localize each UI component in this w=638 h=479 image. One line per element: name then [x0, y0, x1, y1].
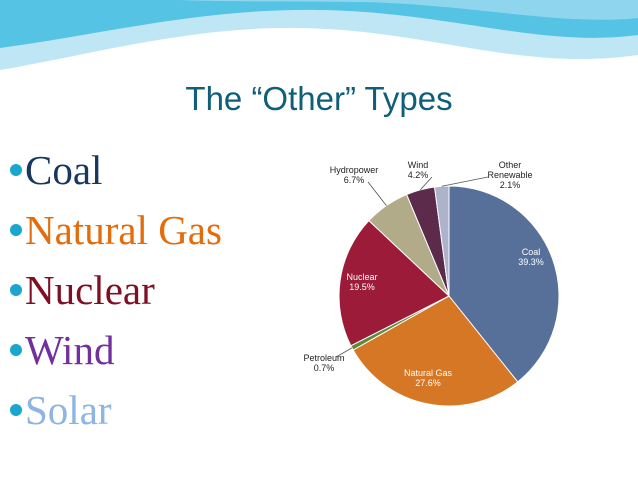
slice-label-coal: Coal 39.3% — [518, 247, 544, 267]
leader-line-hydropower — [367, 181, 387, 206]
bullet-item-nuclear: Nuclear — [10, 260, 222, 320]
pie-slice-other-renewable — [433, 185, 450, 297]
pie-slice-coal — [448, 185, 560, 383]
pie-slice-natural-gas — [352, 295, 519, 407]
slice-label-wind: Wind 4.2% — [408, 160, 429, 180]
slice-label-petroleum: Petroleum 0.7% — [303, 353, 344, 373]
bullet-label: Solar — [25, 387, 112, 433]
leader-line-other-renewable — [441, 176, 489, 187]
slice-label-natural-gas: Natural Gas 27.6% — [404, 368, 453, 388]
bullet-dot-icon — [10, 404, 22, 416]
bullet-label: Wind — [25, 327, 115, 373]
bullet-label: Natural Gas — [25, 207, 222, 253]
slice-label-nuclear: Nuclear 19.5% — [346, 272, 377, 292]
bullet-dot-icon — [10, 224, 22, 236]
slice-label-other-renewable: Other Renewable 2.1% — [487, 160, 532, 190]
bullet-dot-icon — [10, 284, 22, 296]
bullet-label: Nuclear — [25, 267, 155, 313]
pie-slice-nuclear — [338, 219, 450, 347]
bullet-label: Coal — [25, 147, 103, 193]
bullet-dot-icon — [10, 164, 22, 176]
slice-label-hydropower: Hydropower 6.7% — [330, 165, 379, 185]
bullet-item-natural-gas: Natural Gas — [10, 200, 222, 260]
leader-line-petroleum — [335, 347, 353, 358]
bullet-dot-icon — [10, 344, 22, 356]
bullet-item-solar: Solar — [10, 380, 222, 440]
leader-line-wind — [420, 176, 433, 191]
bullet-item-wind: Wind — [10, 320, 222, 380]
bullet-item-coal: Coal — [10, 140, 222, 200]
header-wave-decoration — [0, 0, 638, 70]
bullet-list: Coal Natural Gas Nuclear Wind Solar — [10, 140, 222, 440]
slide-title: The “Other” Types — [185, 80, 453, 117]
